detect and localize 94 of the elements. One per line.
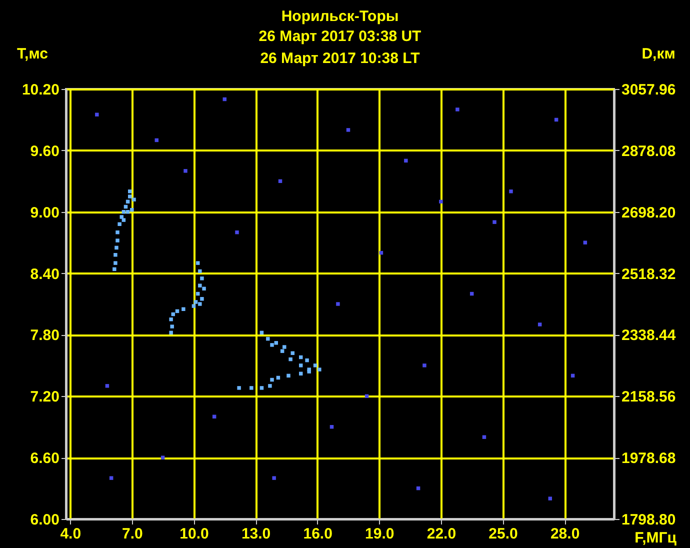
- chart-title: Норильск-Торы: [281, 8, 399, 25]
- point: [439, 200, 443, 204]
- point: [456, 108, 460, 112]
- point: [422, 364, 426, 368]
- point: [116, 230, 120, 234]
- point: [298, 372, 303, 376]
- y-tick-label: 10.20: [22, 82, 60, 98]
- point: [128, 190, 132, 194]
- point: [114, 246, 118, 250]
- x-axis-title: F,МГц: [634, 530, 678, 546]
- point: [128, 194, 132, 198]
- y-axis-title: T,мс: [17, 46, 48, 62]
- point: [202, 286, 206, 291]
- point: [194, 300, 198, 304]
- point: [509, 190, 513, 194]
- point: [212, 414, 216, 418]
- point: [336, 302, 340, 306]
- y-tick-label: 6.00: [30, 512, 60, 528]
- point: [112, 267, 116, 272]
- point: [116, 238, 120, 242]
- x-tick-label: 16.0: [303, 526, 332, 542]
- point: [200, 297, 204, 301]
- point: [260, 386, 264, 390]
- chart-subtitle: 26 Март 2017 03:38 UT 26 Март 2017 10:38 LT: [258, 28, 422, 67]
- y2-tick-label: 1798.80: [622, 512, 676, 528]
- point: [114, 252, 118, 257]
- point: [198, 302, 202, 306]
- point: [235, 230, 239, 234]
- y2-tick-label: 2338.44: [622, 327, 676, 344]
- point: [274, 341, 278, 345]
- point: [182, 307, 186, 311]
- point: [196, 261, 200, 265]
- point: [346, 128, 350, 132]
- x-tick-label: 28.0: [550, 526, 580, 542]
- x-tick-label: 10.0: [180, 526, 209, 542]
- point: [272, 476, 276, 480]
- point: [286, 374, 290, 378]
- point: [169, 330, 173, 335]
- point: [305, 358, 309, 362]
- point: [122, 218, 126, 222]
- point: [126, 200, 130, 204]
- point: [290, 351, 294, 356]
- x-tick-label: 22.0: [426, 526, 456, 542]
- point: [270, 343, 274, 347]
- point: [266, 336, 270, 341]
- point: [192, 304, 196, 308]
- point: [583, 240, 588, 244]
- y2-tick-label: 2518.32: [622, 266, 676, 283]
- y-tick-label: 6.60: [30, 450, 60, 468]
- point: [109, 476, 114, 480]
- point: [538, 322, 542, 326]
- point: [130, 208, 134, 212]
- point: [482, 435, 486, 439]
- x-tick-label: 4.0: [60, 526, 82, 542]
- point: [548, 496, 552, 500]
- point: [318, 368, 322, 372]
- point: [114, 261, 118, 265]
- point: [132, 198, 136, 202]
- x-tick-label: 25.0: [488, 526, 518, 542]
- point: [169, 317, 173, 322]
- point: [288, 357, 292, 362]
- point: [184, 169, 188, 173]
- point: [170, 324, 174, 328]
- point: [95, 112, 99, 116]
- point: [282, 345, 286, 349]
- x-tick-label: 7.0: [122, 526, 143, 542]
- y2-tick-label: 3057.96: [622, 82, 676, 98]
- y-tick-label: 7.20: [30, 388, 60, 406]
- point: [105, 384, 110, 388]
- y-tick-label: 9.00: [30, 204, 60, 222]
- y2-tick-label: 2698.20: [622, 204, 676, 222]
- y-tick-label: 8.40: [30, 266, 60, 283]
- point: [118, 222, 122, 226]
- y2-tick-label: 2158.56: [622, 388, 676, 406]
- point: [200, 276, 204, 280]
- y-tick-label: 9.60: [30, 142, 60, 160]
- point: [198, 284, 202, 288]
- y-tick-label: 7.80: [30, 327, 60, 344]
- point: [404, 158, 408, 163]
- point: [270, 378, 274, 382]
- point: [268, 384, 272, 388]
- point: [313, 364, 318, 368]
- y2-axis-title: D,км: [642, 46, 676, 62]
- x-tick-label: 13.0: [241, 526, 271, 542]
- y2-tick-label: 1978.68: [622, 450, 676, 468]
- point: [160, 456, 165, 460]
- point: [492, 220, 496, 224]
- x-tick-label: 19.0: [365, 526, 394, 542]
- y2-tick-label: 2878.08: [622, 142, 676, 160]
- point: [250, 386, 254, 390]
- point: [237, 386, 241, 390]
- point: [198, 269, 202, 274]
- point: [280, 349, 284, 353]
- point: [298, 364, 303, 368]
